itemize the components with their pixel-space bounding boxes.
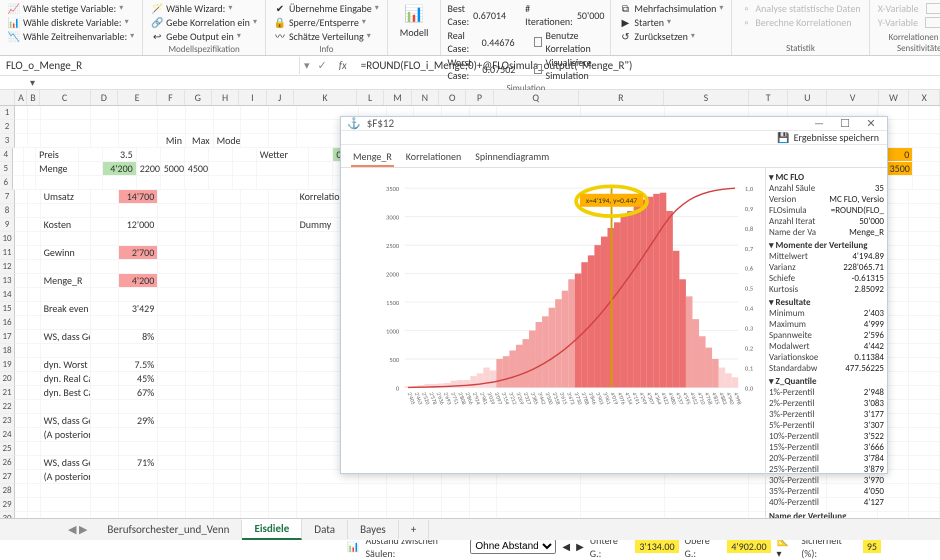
chart-window: ⚓ $F$12 — ☐ ✕ 💾 Ergebnisse speichern Men… <box>340 116 888 474</box>
svg-text:x=4'194, y=0.447: x=4'194, y=0.447 <box>586 197 637 206</box>
col-header[interactable]: T <box>749 90 788 105</box>
svg-text:0: 0 <box>396 384 400 392</box>
ribbon-item[interactable]: ↩Gebe Output ein ▾ <box>149 30 259 43</box>
fx-icon[interactable]: fx <box>331 59 355 72</box>
svg-text:3500: 3500 <box>386 185 400 193</box>
confidence[interactable]: 95 <box>863 540 881 553</box>
svg-text:2000: 2000 <box>386 270 400 278</box>
maximize-button[interactable]: ☐ <box>835 117 855 130</box>
ribbon-item[interactable]: 📉Wähle Zeitreihenvariable: ▾ <box>6 30 136 43</box>
add-sheet-button[interactable]: + <box>399 520 429 539</box>
anchor-icon: ⚓ <box>347 117 361 130</box>
svg-text:0,1: 0,1 <box>745 364 753 372</box>
col-header[interactable]: X <box>909 90 940 105</box>
chart-tab[interactable]: Spinnendiagramm <box>473 148 551 167</box>
sheet-tab[interactable]: Berufsorchester_und_Venn <box>95 520 242 539</box>
col-header[interactable]: P <box>466 90 493 105</box>
svg-text:3000: 3000 <box>386 213 400 221</box>
ribbon-item[interactable]: 〰Schätze Verteilung ▾ <box>272 30 381 43</box>
col-header[interactable]: I <box>239 90 266 105</box>
ribbon-item[interactable]: 🪄Wähle Wizard: ▾ <box>149 2 259 15</box>
save-results-button[interactable]: Ergebnisse speichern <box>794 131 879 144</box>
stats-panel: ▾ MC FLOAnzahl Säule35VersionMC FLO, Ver… <box>765 168 887 535</box>
col-header[interactable]: K <box>294 90 357 105</box>
col-header[interactable]: A <box>15 90 27 105</box>
col-header[interactable]: O <box>439 90 466 105</box>
col-header[interactable]: V <box>827 90 878 105</box>
minimize-button[interactable]: — <box>809 117 829 130</box>
chart-tab[interactable]: Menge_R <box>351 148 394 167</box>
chart-window-title: $F$12 <box>367 117 394 130</box>
histogram-chart: 0 500 1000 1500 2000 2500 3000 3500 0,0 0,1 0,2 0,3… <box>375 174 755 424</box>
ribbon-item[interactable]: 🔗Gebe Korrelation ein ▾ <box>149 16 259 29</box>
close-button[interactable]: ✕ <box>861 117 881 130</box>
svg-text:0,0: 0,0 <box>745 384 754 392</box>
col-header[interactable]: C <box>40 90 91 105</box>
name-box[interactable]: FLO_o_Menge_R <box>0 57 300 74</box>
svg-text:500: 500 <box>389 356 400 364</box>
lower-bound[interactable]: 3'134.00 <box>635 540 678 553</box>
col-header[interactable]: Q <box>494 90 579 105</box>
col-header[interactable]: H <box>212 90 239 105</box>
svg-text:0,5: 0,5 <box>745 285 753 293</box>
sheet-tab[interactable]: Eisdiele <box>242 519 302 540</box>
modell-button[interactable]: 📊Modell <box>394 2 435 41</box>
sheet-tabs: ◀ ▶Berufsorchester_und_VennEisdieleDataB… <box>0 518 940 540</box>
ribbon-item[interactable]: 📊Wähle diskrete Variable: ▾ <box>6 16 136 29</box>
ribbon-item[interactable]: 📈Wähle stetige Variable: ▾ <box>6 2 136 15</box>
svg-text:2500: 2500 <box>386 242 400 250</box>
col-header[interactable]: R <box>579 90 664 105</box>
svg-text:1,0: 1,0 <box>745 185 754 193</box>
sheet-tab[interactable]: Data <box>302 520 348 539</box>
sheet-tab[interactable]: Bayes <box>348 520 399 539</box>
ribbon-item[interactable]: ↺Zurücksetzen ▾ <box>617 30 725 43</box>
col-header[interactable]: E <box>118 90 157 105</box>
col-header[interactable]: S <box>664 90 749 105</box>
col-header[interactable]: B <box>27 90 39 105</box>
ribbon-item[interactable]: 🔒Sperre/Entsperre ▾ <box>272 16 381 29</box>
svg-text:0,6: 0,6 <box>745 265 754 273</box>
svg-text:0,8: 0,8 <box>745 225 754 233</box>
formula-input[interactable]: =ROUND(FLO_i_Menge;0)+@FLOsimula_output(… <box>355 57 940 74</box>
ribbon-item[interactable]: ⧉Mehrfachsimulation ▾ <box>617 2 725 15</box>
col-header[interactable]: U <box>788 90 827 105</box>
upper-bound[interactable]: 4'902.00 <box>727 540 770 553</box>
col-header[interactable]: D <box>91 90 118 105</box>
svg-text:1000: 1000 <box>386 327 400 335</box>
col-header[interactable]: F <box>157 90 184 105</box>
svg-text:0,3: 0,3 <box>745 324 754 332</box>
ribbon: 📈Wähle stetige Variable: ▾📊Wähle diskret… <box>0 0 940 56</box>
svg-text:1500: 1500 <box>386 299 400 307</box>
svg-text:0,7: 0,7 <box>745 245 754 253</box>
svg-text:0,4: 0,4 <box>745 305 754 313</box>
col-header[interactable]: G <box>185 90 212 105</box>
chart-tab[interactable]: Korrelationen <box>404 148 463 167</box>
col-header[interactable]: M <box>384 90 411 105</box>
svg-text:0,9: 0,9 <box>745 205 754 213</box>
ribbon-item[interactable]: ▶Starten ▾ <box>617 16 725 29</box>
svg-text:0,2: 0,2 <box>745 344 754 352</box>
col-header[interactable]: N <box>412 90 439 105</box>
ribbon-item[interactable]: ✔Übernehme Eingabe ▾ <box>272 2 381 15</box>
col-header[interactable]: W <box>879 90 910 105</box>
bar-gap-select[interactable]: Ohne Abstand <box>470 539 556 554</box>
col-header[interactable]: J <box>267 90 294 105</box>
save-icon: 💾 <box>777 131 789 144</box>
col-header[interactable]: L <box>357 90 384 105</box>
